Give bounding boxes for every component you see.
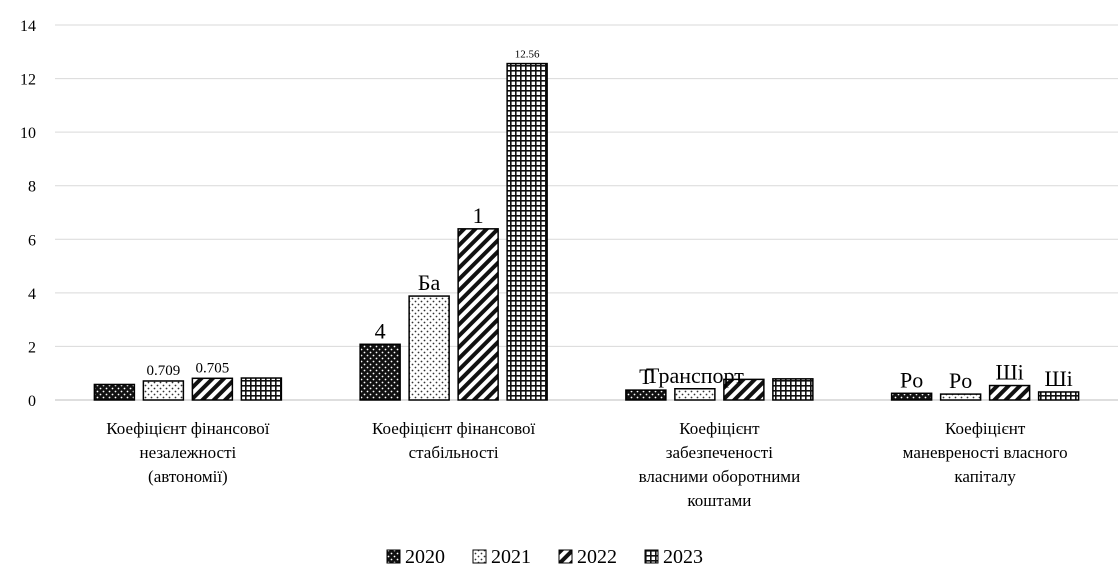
category-label: власними оборотними [639, 467, 801, 486]
y-tick-label: 2 [28, 339, 36, 356]
category-label: Коефіцієнт [945, 419, 1026, 438]
data-label: 12.56 [515, 49, 540, 61]
legend-label-2020: 2020 [405, 546, 445, 568]
y-tick-label: 14 [20, 18, 36, 35]
category-label: стабільності [409, 443, 499, 462]
category-label: капіталу [954, 467, 1016, 486]
y-axis-ticks: 0 2 4 6 8 10 12 14 [20, 18, 36, 410]
bar-2021 [674, 388, 716, 401]
data-label: Бa [418, 270, 441, 295]
bar-2020 [93, 383, 136, 401]
data-label: 1 [473, 203, 484, 228]
gridlines [55, 24, 1118, 401]
legend-swatch-2021 [472, 549, 487, 564]
bar-2021 [939, 393, 982, 401]
bar-2023 [240, 377, 283, 401]
data-label: 0.705 [196, 360, 230, 376]
bar-2021 [142, 380, 185, 401]
legend: 2020 2021 2022 2023 [386, 546, 703, 568]
bar-2021 [408, 295, 450, 401]
category-label: Коефіцієнт фінансової [106, 419, 270, 438]
data-label: Ші [1044, 366, 1072, 391]
data-label: T [639, 364, 653, 389]
bar-2020 [625, 389, 667, 401]
data-label: Pо [949, 368, 972, 393]
bars [93, 62, 1080, 401]
y-tick-label: 12 [20, 72, 36, 89]
category-label: незалежності [139, 443, 236, 462]
category-label: забезпеченості [666, 443, 773, 462]
category-label: (автономії) [148, 467, 228, 486]
y-tick-label: 10 [20, 125, 36, 142]
legend-label-2023: 2023 [663, 546, 703, 568]
legend-label-2022: 2022 [577, 546, 617, 568]
legend-label-2021: 2021 [491, 546, 531, 568]
bar-2022 [988, 384, 1031, 401]
category-label: Коефіцієнт [679, 419, 760, 438]
category-label: коштами [687, 491, 751, 510]
data-label: Ші [995, 360, 1023, 385]
legend-swatch-2020 [386, 549, 401, 564]
bar-2020 [359, 343, 401, 401]
data-label: 4 [375, 318, 386, 343]
bar-2022 [457, 228, 499, 401]
bar-2022 [723, 378, 765, 401]
category-label: Коефіцієнт фінансової [372, 419, 536, 438]
y-tick-label: 4 [28, 286, 36, 303]
bar-2023 [772, 378, 814, 401]
data-label: 0.709 [147, 363, 181, 379]
bar-2020 [890, 392, 933, 401]
bar-2022 [191, 377, 234, 401]
data-label: Pо [900, 367, 923, 392]
data-label: Транспорт [646, 363, 744, 388]
bar-2023 [506, 62, 548, 401]
y-tick-label: 6 [28, 232, 36, 249]
category-label: маневреності власного [903, 443, 1068, 462]
y-tick-label: 0 [28, 393, 36, 410]
category-labels: Коефіцієнт фінансової незалежності (автоно… [106, 419, 1067, 510]
legend-swatch-2023 [644, 549, 659, 564]
bar-2023 [1037, 391, 1080, 401]
y-tick-label: 8 [28, 179, 36, 196]
legend-swatch-2022 [558, 549, 573, 564]
